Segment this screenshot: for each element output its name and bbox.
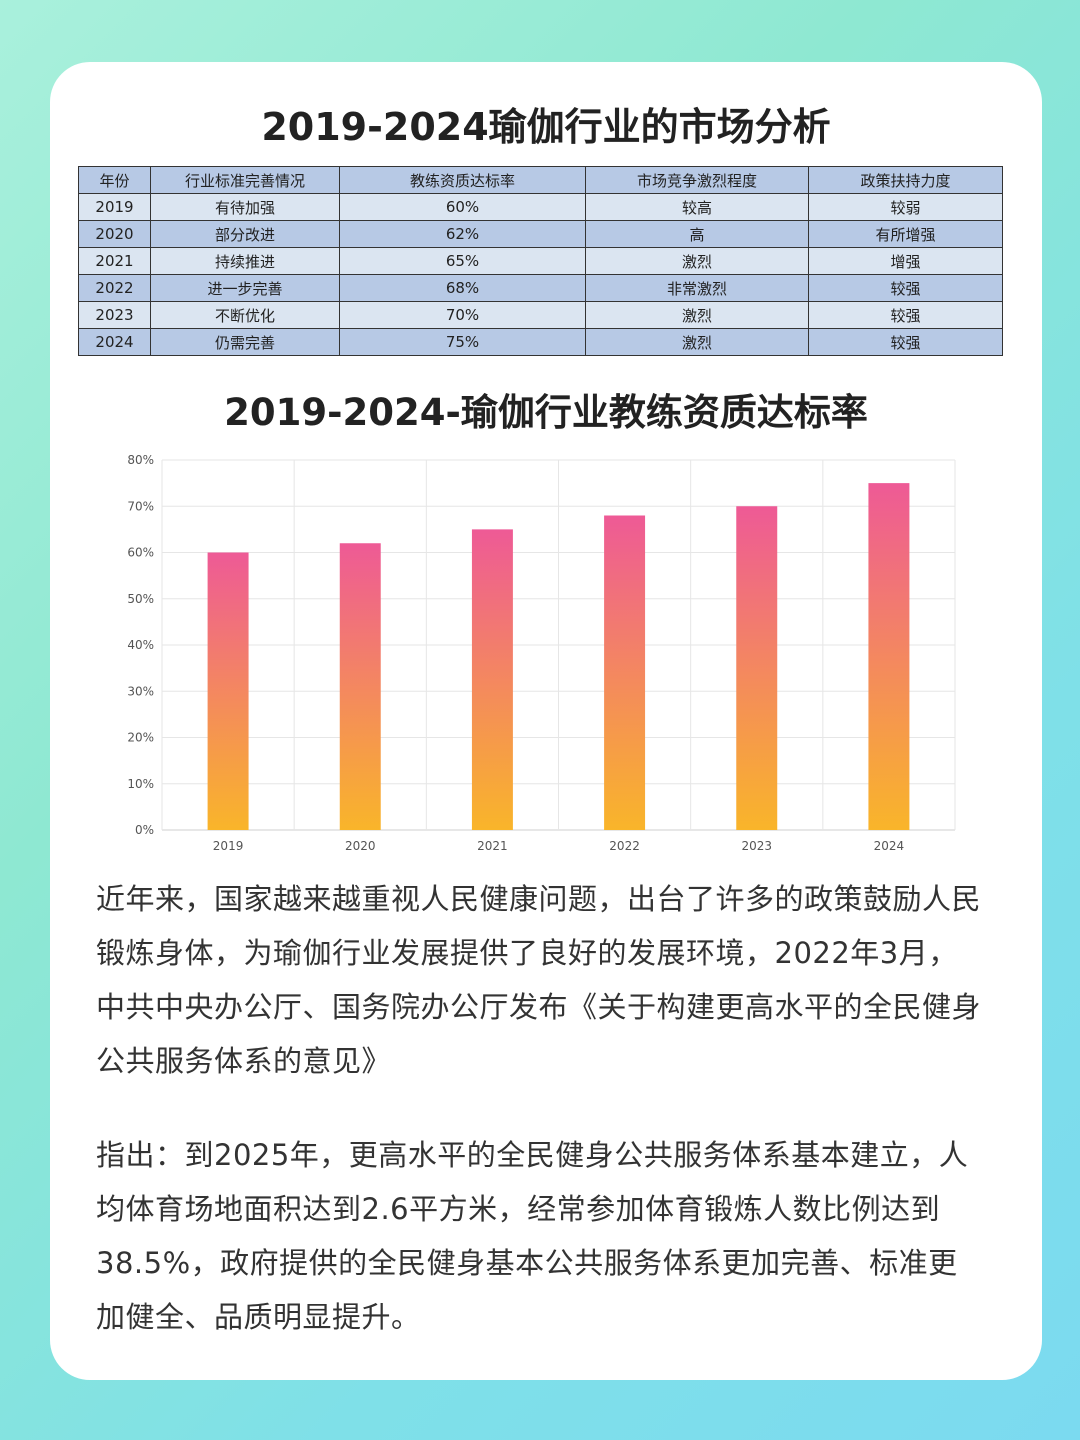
x-tick-label: 2019	[213, 839, 244, 853]
x-tick-label: 2024	[874, 839, 905, 853]
table-cell: 较高	[585, 193, 809, 221]
y-tick-label: 50%	[127, 592, 154, 606]
table-cell: 增强	[808, 247, 1003, 275]
table-cell: 75%	[339, 328, 586, 356]
y-tick-label: 70%	[127, 499, 154, 513]
table-cell: 激烈	[585, 247, 809, 275]
table-cell: 2022	[78, 274, 151, 302]
table-cell: 68%	[339, 274, 586, 302]
y-tick-label: 0%	[135, 823, 154, 837]
bar-2023	[736, 506, 778, 830]
header-standards: 行业标准完善情况	[150, 166, 340, 194]
table-cell: 进一步完善	[150, 274, 340, 302]
table-cell: 62%	[339, 220, 586, 248]
content-card: 2019-2024瑜伽行业的市场分析 年份 行业标准完善情况 教练资质达标率 市…	[50, 62, 1042, 1380]
table-cell: 仍需完善	[150, 328, 340, 356]
table-cell: 部分改进	[150, 220, 340, 248]
bar-2021	[471, 529, 513, 830]
bar-2019	[207, 552, 249, 830]
table-cell: 非常激烈	[585, 274, 809, 302]
table-row: 2020 部分改进 62% 高 有所增强	[78, 220, 1003, 248]
header-qualification-rate: 教练资质达标率	[339, 166, 586, 194]
header-competition: 市场竞争激烈程度	[585, 166, 809, 194]
table-row: 2024 仍需完善 75% 激烈 较强	[78, 328, 1003, 356]
bar-chart-svg: 0% 10% 20% 30% 40% 50% 60% 70% 80% 2019 2020 2021 20…	[127, 453, 956, 853]
table-cell: 70%	[339, 301, 586, 329]
table-cell: 60%	[339, 193, 586, 221]
table-cell: 较强	[808, 328, 1003, 356]
page-title: 2019-2024瑜伽行业的市场分析	[261, 105, 831, 149]
table-cell: 较弱	[808, 193, 1003, 221]
x-tick-label: 2022	[609, 839, 640, 853]
table-cell: 2020	[78, 220, 151, 248]
table-cell: 较强	[808, 274, 1003, 302]
table-cell: 持续推进	[150, 247, 340, 275]
table-cell: 不断优化	[150, 301, 340, 329]
y-tick-label: 80%	[127, 453, 154, 467]
table-cell: 2021	[78, 247, 151, 275]
table-cell: 较强	[808, 301, 1003, 329]
table-row: 2019 有待加强 60% 较高 较弱	[78, 193, 1003, 221]
table-cell: 2024	[78, 328, 151, 356]
y-tick-label: 30%	[127, 684, 154, 698]
x-tick-label: 2020	[345, 839, 376, 853]
bar-chart: 0% 10% 20% 30% 40% 50% 60% 70% 80% 2019 2020 2021 20…	[110, 450, 970, 860]
bar-2020	[339, 543, 381, 830]
table-cell: 激烈	[585, 301, 809, 329]
bar-2022	[604, 515, 646, 830]
header-policy-support: 政策扶持力度	[808, 166, 1003, 194]
chart-title: 2019-2024-瑜伽行业教练资质达标率	[224, 391, 868, 434]
y-tick-label: 40%	[127, 638, 154, 652]
y-tick-label: 10%	[127, 777, 154, 791]
y-tick-label: 20%	[127, 731, 154, 745]
table-cell: 2019	[78, 193, 151, 221]
bar-2024	[868, 483, 910, 830]
table-cell: 65%	[339, 247, 586, 275]
table-cell: 高	[585, 220, 809, 248]
table-row: 2022 进一步完善 68% 非常激烈 较强	[78, 274, 1003, 302]
header-year: 年份	[78, 166, 151, 194]
table-cell: 2023	[78, 301, 151, 329]
table-row: 2021 持续推进 65% 激烈 增强	[78, 247, 1003, 275]
table-cell: 有所增强	[808, 220, 1003, 248]
table-row: 2023 不断优化 70% 激烈 较强	[78, 301, 1003, 329]
table-cell: 有待加强	[150, 193, 340, 221]
y-tick-label: 60%	[127, 546, 154, 560]
paragraph-policy-background: 近年来，国家越来越重视人民健康问题，出台了许多的政策鼓励人民锻炼身体，为瑜伽行业…	[96, 882, 982, 1078]
x-tick-label: 2023	[741, 839, 772, 853]
table-cell: 激烈	[585, 328, 809, 356]
x-tick-label: 2021	[477, 839, 508, 853]
market-analysis-table: 年份 行业标准完善情况 教练资质达标率 市场竞争激烈程度 政策扶持力度 2019…	[78, 166, 1003, 356]
table-header-row: 年份 行业标准完善情况 教练资质达标率 市场竞争激烈程度 政策扶持力度	[78, 166, 1003, 194]
paragraph-2025-goals: 指出：到2025年，更高水平的全民健身公共服务体系基本建立，人均体育场地面积达到…	[96, 1138, 969, 1334]
